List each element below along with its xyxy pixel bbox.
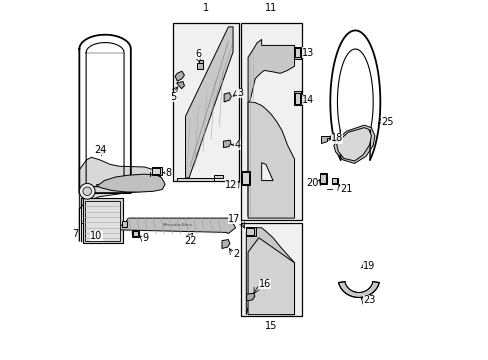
Polygon shape [223,140,230,148]
Polygon shape [338,282,378,297]
Bar [152,168,160,175]
Text: 25: 25 [380,117,393,127]
Bar [293,91,301,105]
Bar [241,172,248,184]
Bar [331,178,338,184]
Polygon shape [246,228,294,315]
Polygon shape [222,239,229,248]
Text: 16: 16 [258,279,270,289]
Polygon shape [176,175,223,181]
Text: 7: 7 [72,229,78,239]
Polygon shape [96,174,165,192]
Text: 11: 11 [264,3,277,13]
Text: 13: 13 [302,48,314,58]
Text: 24: 24 [94,145,107,155]
Text: 20: 20 [305,179,318,188]
Bar [132,230,139,237]
Text: 19: 19 [363,261,375,271]
Circle shape [83,187,91,195]
Text: 21: 21 [340,184,352,194]
Text: 6: 6 [195,49,202,59]
Text: 10: 10 [90,231,102,241]
Text: 22: 22 [183,236,196,246]
Bar [332,179,337,184]
Polygon shape [333,125,374,163]
Polygon shape [224,93,231,102]
Text: Mercedes-Benz: Mercedes-Benz [162,223,192,227]
Bar [320,174,325,184]
Bar [319,174,327,184]
Polygon shape [336,128,371,161]
Text: 3: 3 [237,88,243,98]
Circle shape [79,184,95,199]
Text: 12: 12 [224,180,237,190]
Bar [197,63,203,69]
Polygon shape [246,293,254,301]
Bar [85,201,120,241]
Bar [83,198,122,243]
Text: 15: 15 [264,321,277,331]
Polygon shape [185,27,233,178]
Text: 1: 1 [203,3,209,13]
Text: 2: 2 [233,249,239,259]
Bar [293,46,301,59]
Bar [122,221,126,227]
Bar [133,231,137,236]
Text: 18: 18 [330,134,343,143]
Bar [241,224,301,316]
Polygon shape [175,71,184,81]
Polygon shape [247,39,294,216]
Bar [173,23,239,181]
Bar [245,227,256,236]
Text: 4: 4 [234,140,240,150]
Bar [199,60,202,63]
Polygon shape [79,157,160,241]
Bar [246,228,254,235]
Polygon shape [116,218,235,234]
Text: 17: 17 [227,214,240,224]
Polygon shape [247,238,294,315]
Bar [151,167,162,175]
Text: 23: 23 [363,295,375,305]
Polygon shape [261,163,272,181]
Text: 9: 9 [142,234,148,243]
Polygon shape [247,102,294,218]
Polygon shape [176,82,184,89]
Text: 14: 14 [302,95,314,105]
Text: 8: 8 [165,168,171,178]
Polygon shape [321,136,329,143]
Text: 5: 5 [170,92,177,102]
Bar [241,171,249,185]
Bar [294,48,299,57]
Bar [294,93,299,104]
Bar [241,23,301,220]
